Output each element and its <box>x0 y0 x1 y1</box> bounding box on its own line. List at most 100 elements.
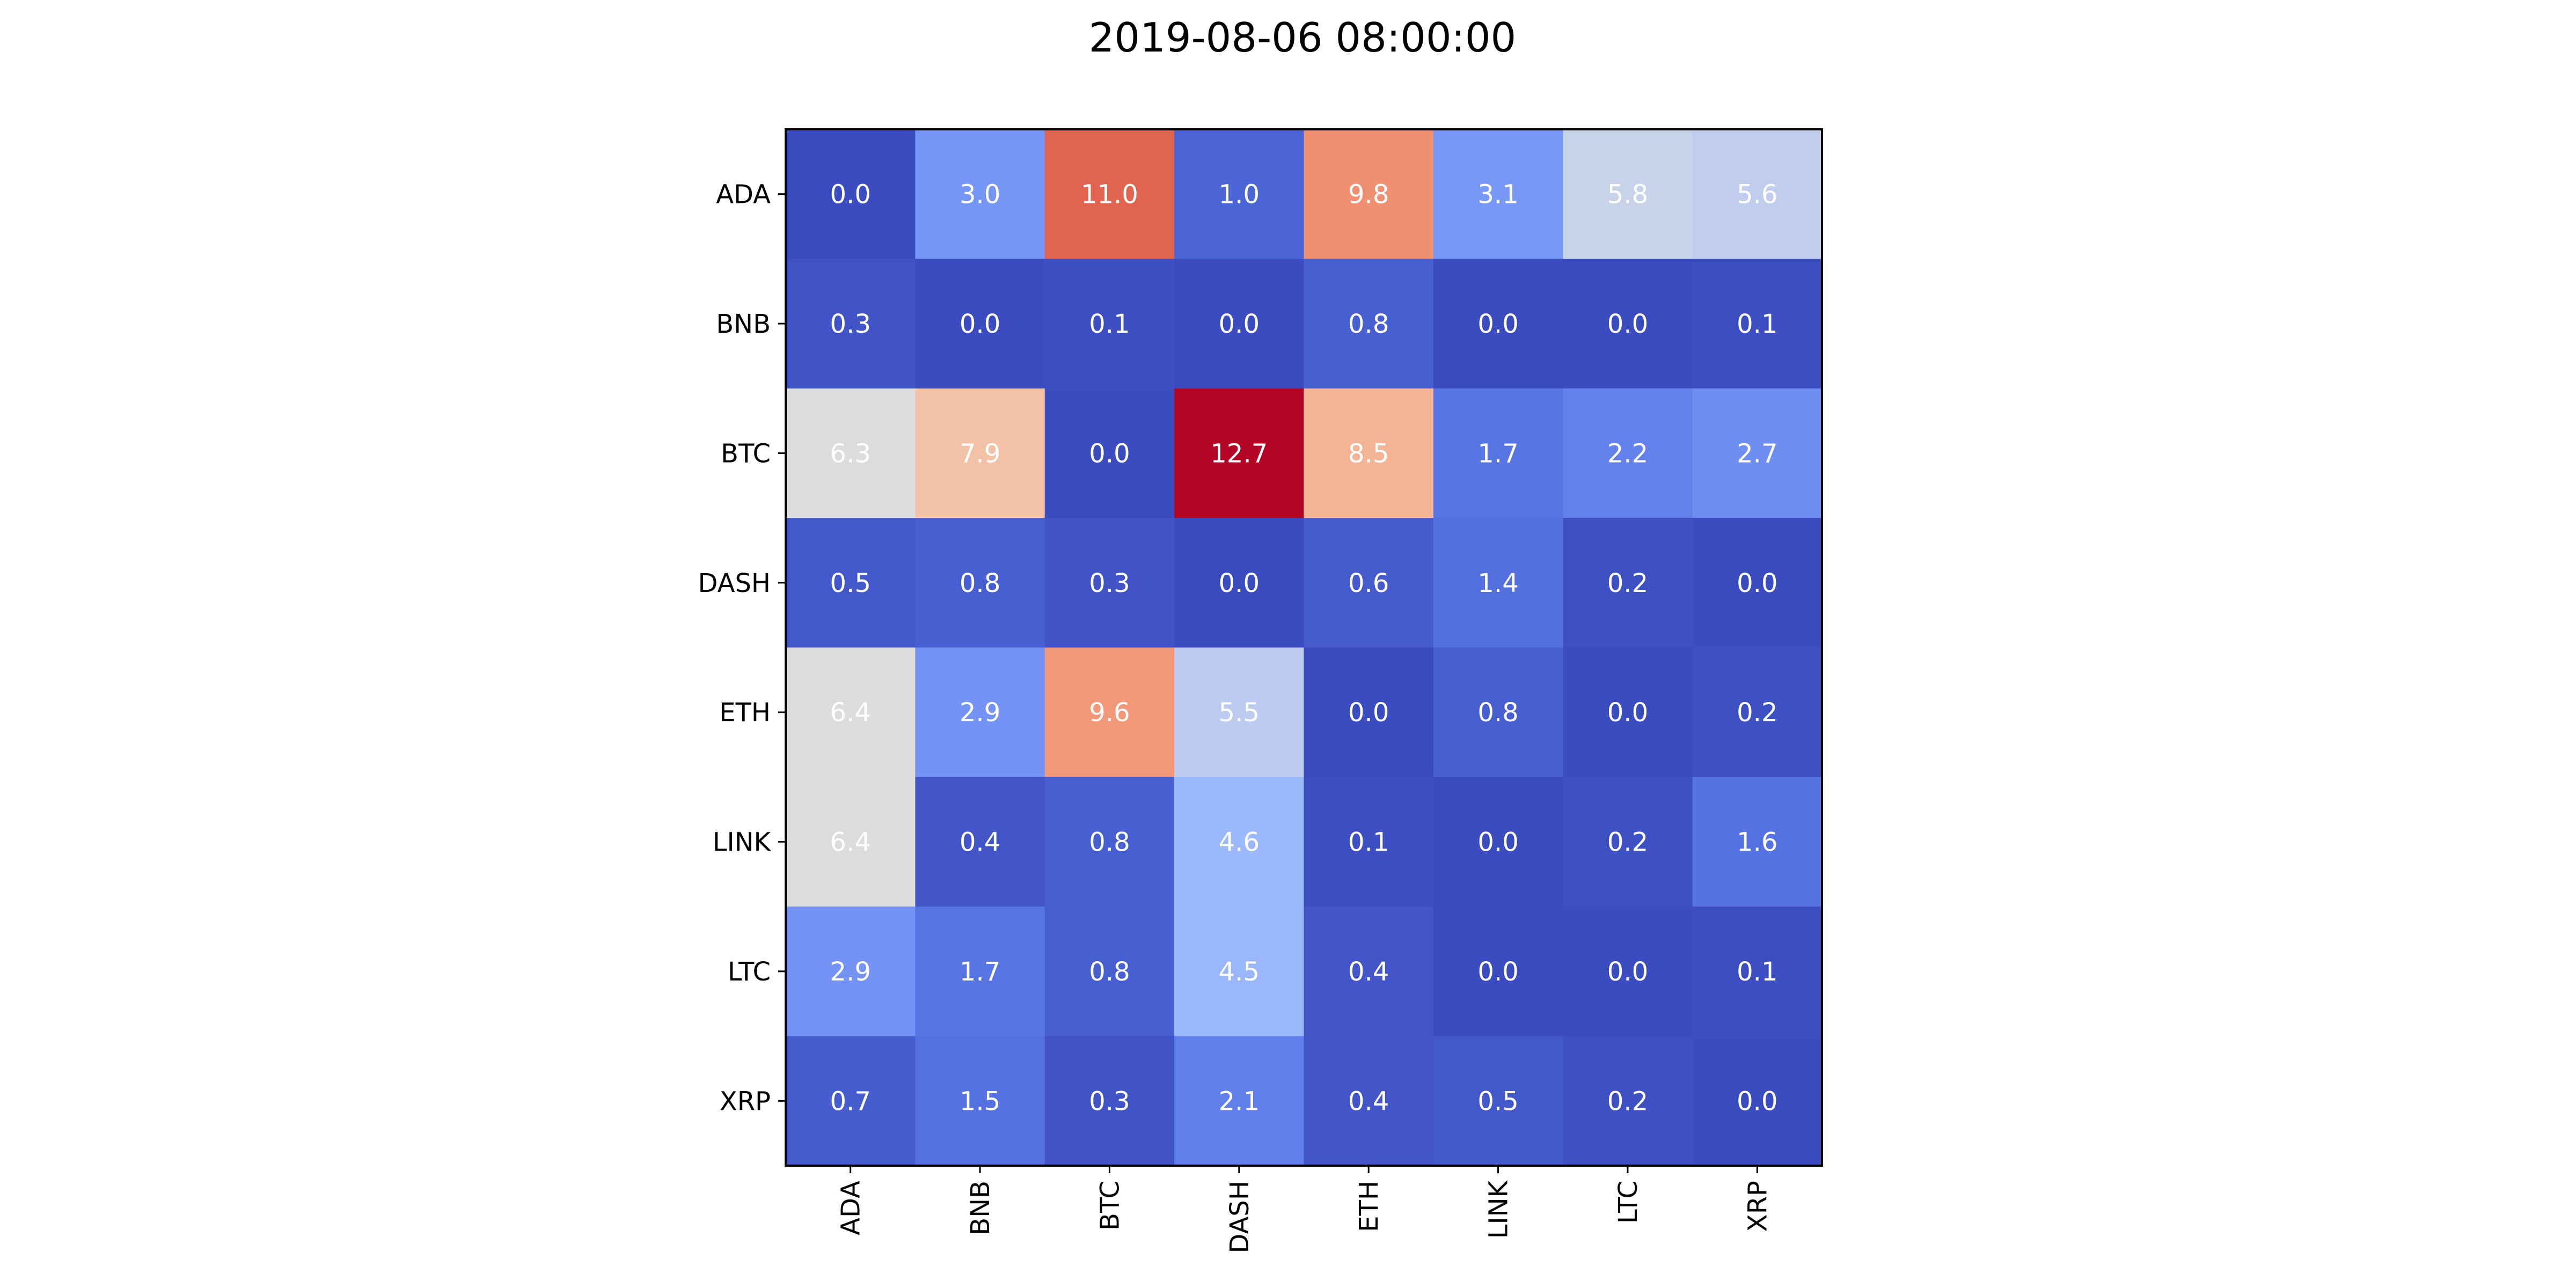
heatmap-cell <box>786 388 916 518</box>
cell-value-label: 0.0 <box>1607 957 1648 987</box>
x-tick-label: BNB <box>965 1181 996 1235</box>
cell-value-label: 0.4 <box>1348 1086 1389 1116</box>
heatmap-cell <box>1304 777 1434 907</box>
cell-value-label: 0.0 <box>830 180 871 210</box>
cell-value-label: 2.9 <box>830 957 871 987</box>
x-tick-label: LINK <box>1484 1180 1514 1239</box>
heatmap-cell <box>1044 518 1175 648</box>
heatmap-cell <box>1044 259 1175 389</box>
heatmap-cell <box>1692 906 1823 1037</box>
heatmap-cell <box>1174 259 1305 389</box>
cell-value-label: 1.7 <box>960 957 1000 987</box>
heatmap-cell <box>1692 1036 1823 1166</box>
heatmap-cell <box>786 129 916 259</box>
heatmap-cell <box>1174 647 1305 778</box>
cell-value-label: 0.8 <box>1089 957 1130 987</box>
cell-value-label: 0.1 <box>1348 828 1389 858</box>
x-tick-label: XRP <box>1743 1181 1773 1232</box>
y-tick-label: LINK <box>713 828 772 858</box>
heatmap-cell <box>1044 906 1175 1037</box>
cell-value-label: 0.0 <box>1219 568 1260 598</box>
cell-value-label: 9.6 <box>1089 698 1130 728</box>
cell-value-label: 11.0 <box>1081 180 1138 210</box>
cell-value-label: 0.2 <box>1607 1086 1648 1116</box>
cell-value-label: 1.5 <box>960 1086 1000 1116</box>
cell-value-label: 0.3 <box>1089 1086 1130 1116</box>
heatmap-cell <box>1563 906 1693 1037</box>
heatmap-cell <box>915 259 1045 389</box>
heatmap-cell <box>1563 1036 1693 1166</box>
cell-value-label: 6.4 <box>830 828 871 858</box>
heatmap-cell <box>1563 647 1693 778</box>
y-tick-label: LTC <box>728 957 771 987</box>
cell-value-label: 4.6 <box>1219 828 1260 858</box>
cell-value-label: 8.5 <box>1348 438 1389 469</box>
cell-value-label: 0.4 <box>960 828 1000 858</box>
cell-value-label: 6.4 <box>830 698 871 728</box>
cell-value-label: 5.5 <box>1219 698 1260 728</box>
cell-value-label: 0.3 <box>1089 568 1130 598</box>
heatmap-cell <box>1563 777 1693 907</box>
heatmap-cell <box>1433 259 1563 389</box>
cell-value-label: 0.0 <box>1607 309 1648 339</box>
cell-value-label: 4.5 <box>1219 957 1260 987</box>
heatmap-cell <box>1433 647 1563 778</box>
heatmap-cell <box>1174 1036 1305 1166</box>
cell-value-label: 5.6 <box>1737 180 1777 210</box>
heatmap-cell <box>1044 1036 1175 1166</box>
y-tick-label: ADA <box>716 180 771 210</box>
cell-value-label: 2.2 <box>1607 438 1648 469</box>
heatmap-cell <box>1044 129 1175 259</box>
cell-value-label: 0.1 <box>1737 309 1777 339</box>
y-tick-label: DASH <box>698 568 771 598</box>
cell-value-label: 6.3 <box>830 438 871 469</box>
heatmap-cell <box>1044 388 1175 518</box>
heatmap-cell <box>1304 518 1434 648</box>
heatmap-cell <box>1174 129 1305 259</box>
heatmap-cell <box>1304 1036 1434 1166</box>
cell-value-label: 0.7 <box>830 1086 871 1116</box>
cell-value-label: 0.0 <box>1477 309 1518 339</box>
heatmap-cell <box>1304 388 1434 518</box>
heatmap-cell <box>1174 518 1305 648</box>
cell-value-label: 0.8 <box>1477 698 1518 728</box>
cell-value-label: 9.8 <box>1348 180 1389 210</box>
heatmap-cell <box>1304 647 1434 778</box>
cell-value-label: 1.0 <box>1219 180 1260 210</box>
heatmap-cell <box>1692 129 1823 259</box>
heatmap-cell <box>1563 518 1693 648</box>
cell-value-label: 0.8 <box>1089 828 1130 858</box>
heatmap-cell <box>786 777 916 907</box>
cell-value-label: 5.8 <box>1607 180 1648 210</box>
cell-value-label: 0.0 <box>1737 568 1777 598</box>
cell-value-label: 0.0 <box>1737 1086 1777 1116</box>
x-axis: ADA BNB BTC DASH ETH LINK LTC XRP <box>836 1166 1773 1254</box>
cell-value-label: 0.0 <box>1477 828 1518 858</box>
heatmap-cell <box>1433 129 1563 259</box>
heatmap-cell <box>1563 388 1693 518</box>
heatmap-cell <box>786 906 916 1037</box>
cell-value-label: 1.4 <box>1477 568 1518 598</box>
heatmap-cell <box>1563 129 1693 259</box>
cell-value-label: 2.9 <box>960 698 1000 728</box>
cell-value-label: 0.8 <box>1348 309 1389 339</box>
cell-value-label: 0.2 <box>1737 698 1777 728</box>
cell-value-label: 0.2 <box>1607 568 1648 598</box>
cell-value-label: 0.5 <box>1477 1086 1518 1116</box>
cell-value-label: 1.6 <box>1737 828 1777 858</box>
cell-value-label: 7.9 <box>960 438 1000 469</box>
cell-value-label: 0.0 <box>1089 438 1130 469</box>
heatmap-cell <box>786 518 916 648</box>
y-tick-label: XRP <box>720 1086 771 1116</box>
heatmap-cell <box>786 259 916 389</box>
y-tick-label: ETH <box>719 698 771 728</box>
y-tick-label: BNB <box>716 309 771 339</box>
heatmap-cell <box>915 647 1045 778</box>
x-tick-label: LTC <box>1613 1181 1643 1224</box>
heatmap-cell <box>1692 777 1823 907</box>
heatmap-cell <box>915 777 1045 907</box>
heatmap-cell <box>1692 647 1823 778</box>
heatmap-cell <box>1174 777 1305 907</box>
heatmap-cell <box>1304 906 1434 1037</box>
heatmap-cells <box>786 129 1823 1166</box>
